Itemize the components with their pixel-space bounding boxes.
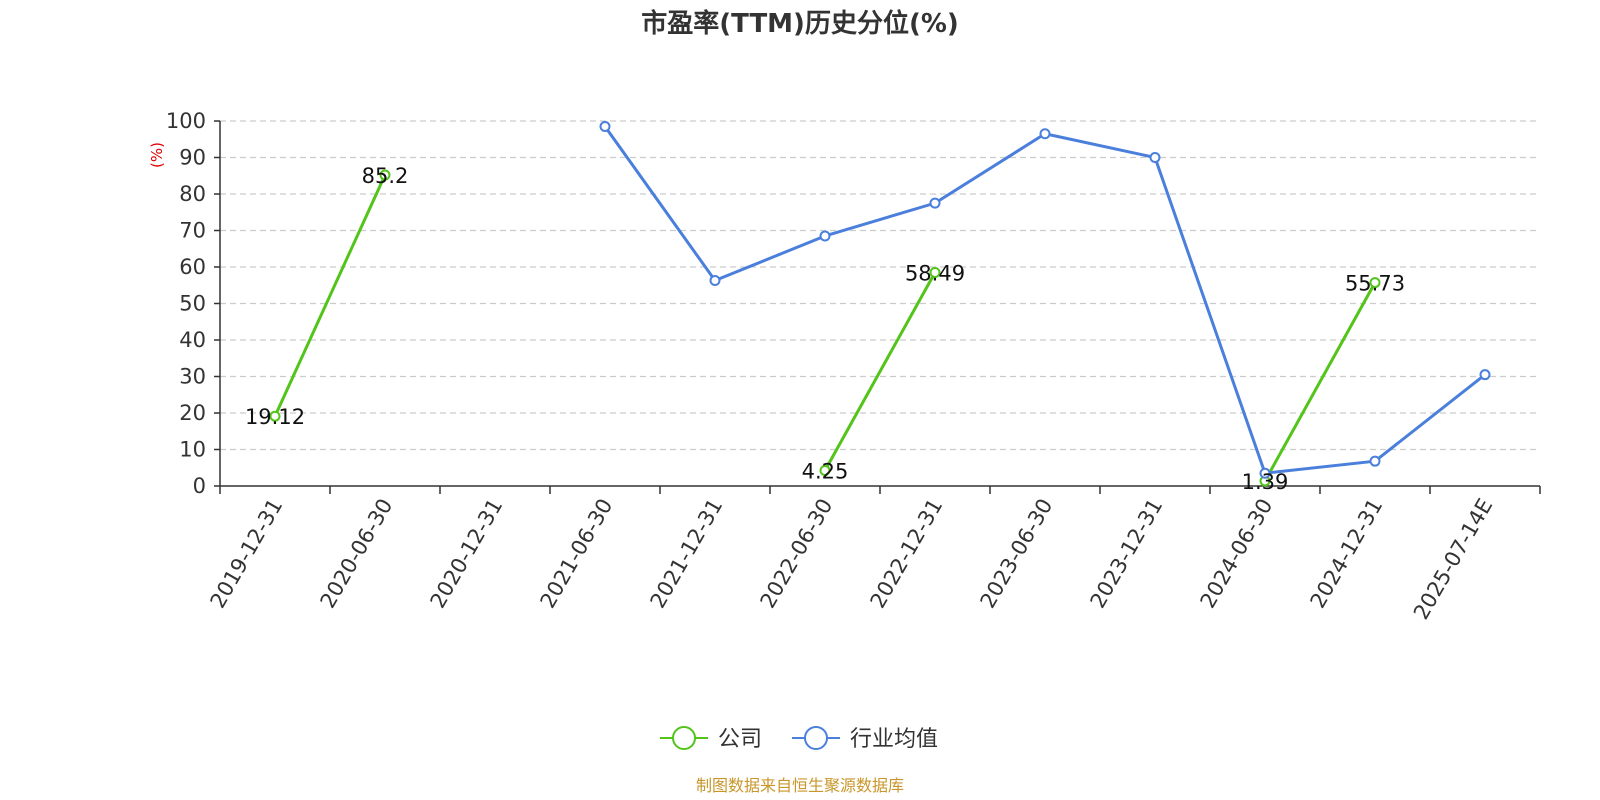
y-tick-label: 30 [179,365,206,389]
data-point[interactable] [1369,277,1381,289]
data-label: 19.12 [245,405,305,429]
x-tick-label: 2023-12-31 [1086,495,1168,613]
data-point[interactable] [599,120,611,132]
y-axis-label: (%) [148,142,166,168]
data-point[interactable] [819,464,831,476]
data-label: 55.73 [1345,272,1405,296]
data-point[interactable] [929,267,941,279]
legend-marker [804,726,828,750]
series-line-1 [603,125,1486,475]
y-tick-label: 60 [179,255,206,279]
x-tick-label: 2025-07-14E [1409,495,1497,624]
y-tick-label: 20 [179,401,206,425]
x-tick-label: 2021-06-30 [536,495,618,613]
x-axis: 2019-12-31 2020-06-30 2020-12-31 2021-06-30… [206,485,1541,624]
x-tick-label: 2023-06-30 [976,495,1058,613]
x-tick-label: 2022-12-31 [866,495,948,613]
data-point[interactable] [1369,455,1381,467]
y-tick-label: 80 [179,182,206,206]
series-line-0 [823,271,937,472]
x-tick-label: 2024-12-31 [1306,495,1388,613]
legend-label: 公司 [718,727,762,752]
legend-item-0[interactable]: 公司 [660,726,762,752]
x-tick-label: 2020-12-31 [426,495,508,613]
x-tick-label: 2021-12-31 [646,495,728,613]
data-point[interactable] [269,410,281,422]
x-tick-label: 2019-12-31 [206,495,288,613]
data-point[interactable] [1479,369,1491,381]
series-layer [269,120,1491,487]
y-tick-label: 50 [179,292,206,316]
legend-item-1[interactable]: 行业均值 [792,726,938,752]
chart-title: 市盈率(TTM)历史分位(%) [641,8,959,39]
y-tick-label: 0 [193,474,206,498]
series-line-0 [1263,281,1377,482]
y-tick-label: 100 [166,109,206,133]
y-tick-label: 90 [179,146,206,170]
data-label: 85.2 [362,164,409,188]
source-note: 制图数据来自恒生聚源数据库 [696,776,904,795]
y-tick-label: 70 [179,219,206,243]
legend-marker [672,726,696,750]
data-point[interactable] [1149,152,1161,163]
data-point[interactable] [379,169,391,181]
y-axis: 0 10 20 30 40 50 60 70 80 90 100 [166,109,221,498]
data-point[interactable] [1039,128,1051,140]
legend[interactable]: 公司 行业均值 [660,726,938,752]
data-label: 4.25 [802,459,849,483]
legend-label: 行业均值 [850,727,938,752]
y-tick-label: 40 [179,328,206,352]
data-label: 1.39 [1242,470,1289,494]
data-labels: 19.12 85.2 4.25 58.49 1.39 55.73 [245,164,1405,494]
data-label: 58.49 [905,262,965,286]
x-tick-label: 2024-06-30 [1196,495,1278,613]
y-tick-label: 10 [179,438,206,462]
grid-lines [220,120,1540,451]
data-point[interactable] [1259,467,1271,479]
x-tick-label: 2022-06-30 [756,495,838,613]
data-point[interactable] [929,197,941,209]
data-point[interactable] [819,230,831,242]
series-line-0 [273,174,387,417]
data-point[interactable] [709,275,721,287]
x-tick-label: 2020-06-30 [316,495,398,613]
